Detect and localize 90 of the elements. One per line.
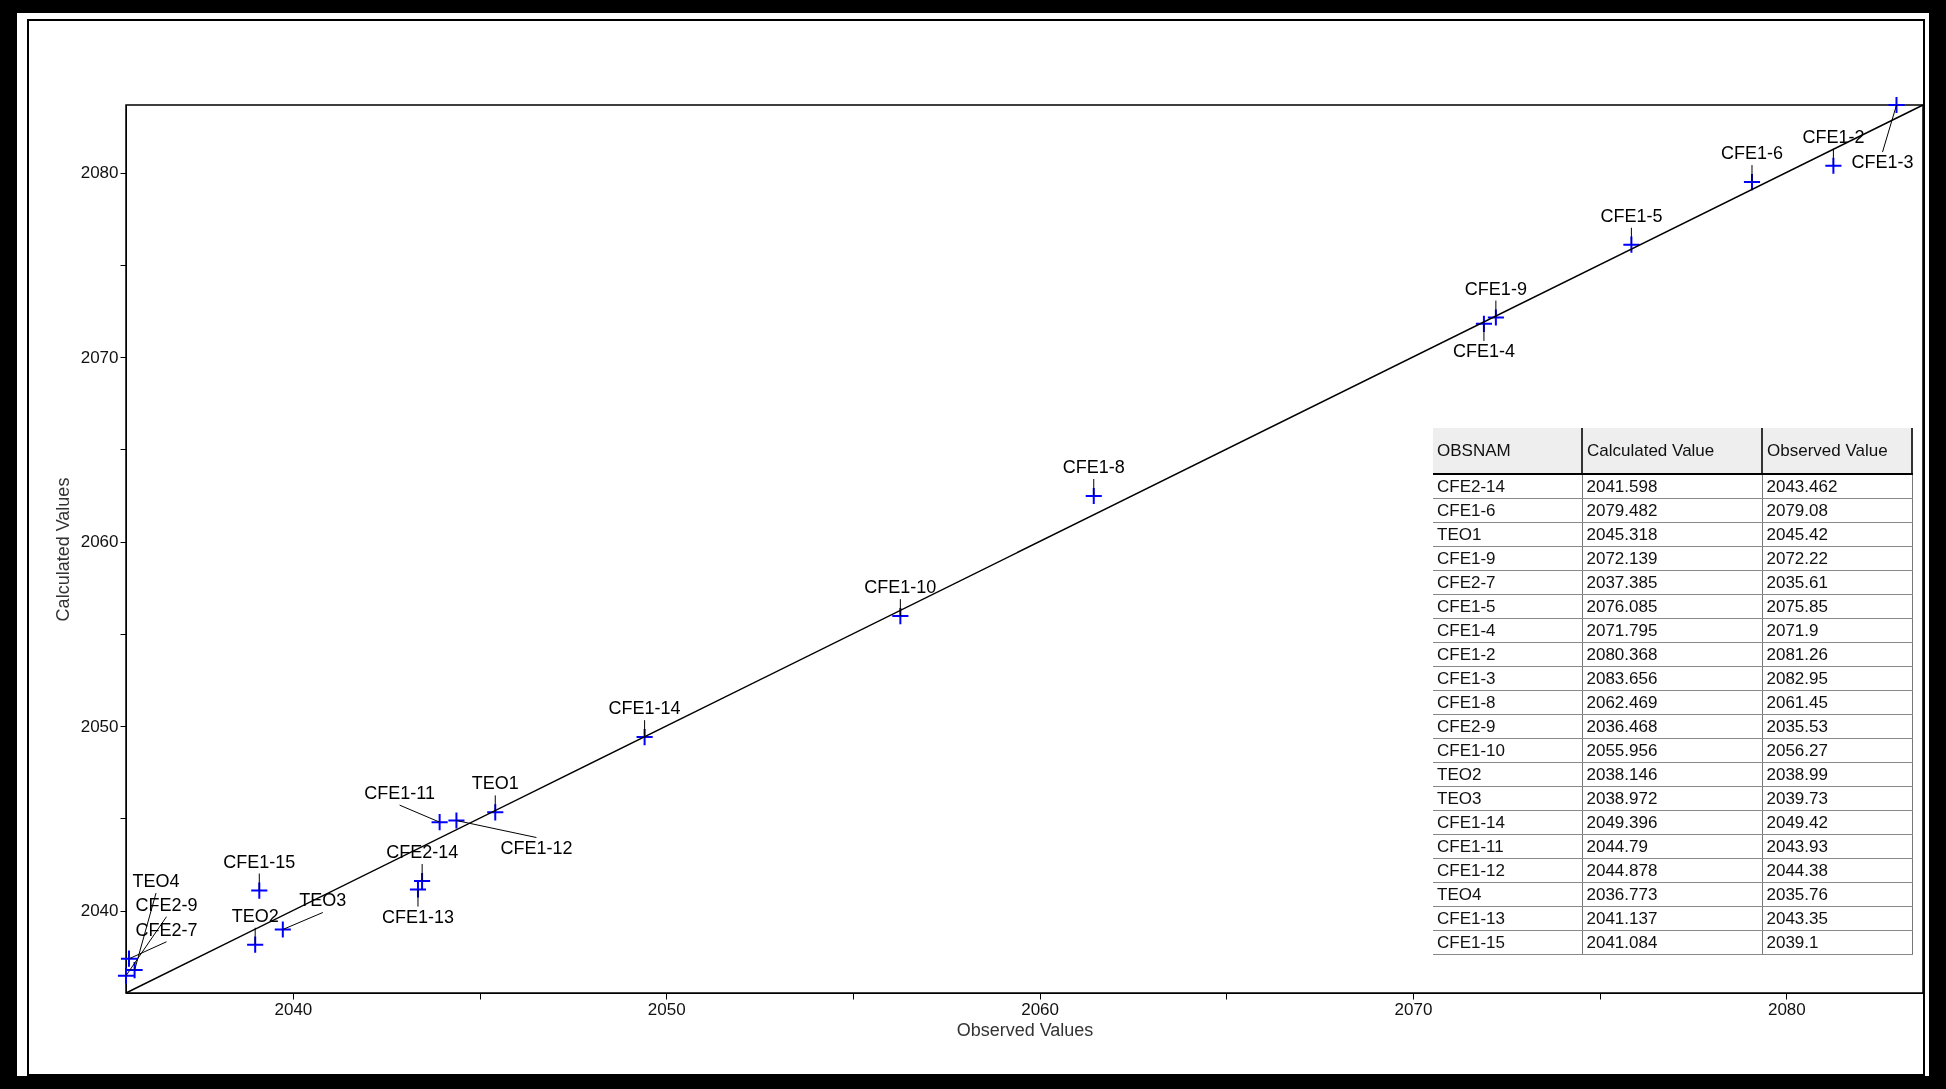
data-label: 2081.26 bbox=[1762, 642, 1912, 667]
category-label: CFE1-13 bbox=[1433, 906, 1582, 931]
annotation: CFE1-12 bbox=[500, 837, 573, 858]
series-label: Calculated Value bbox=[1582, 428, 1762, 474]
category-label: CFE1-9 bbox=[1433, 546, 1582, 571]
data-label: 2044.79 bbox=[1582, 834, 1762, 859]
data-label: 2049.42 bbox=[1762, 810, 1912, 835]
data-label: 2055.956 bbox=[1582, 738, 1762, 763]
data-label: 2083.656 bbox=[1582, 666, 1762, 691]
annotation: CFE1-8 bbox=[1062, 456, 1125, 477]
data-label: 2072.22 bbox=[1762, 546, 1912, 571]
category-label: TEO4 bbox=[1433, 882, 1582, 907]
data-label: 2061.45 bbox=[1762, 690, 1912, 715]
data-label: 2075.85 bbox=[1762, 594, 1912, 619]
data-label: 2043.93 bbox=[1762, 834, 1912, 859]
data-label: 2039.1 bbox=[1762, 930, 1912, 955]
data-label: 2038.972 bbox=[1582, 786, 1762, 811]
data-label: 2045.42 bbox=[1762, 522, 1912, 547]
y-tick-label: 2080 bbox=[80, 163, 119, 183]
annotation: TEO1 bbox=[471, 773, 519, 794]
data-label: 2079.482 bbox=[1582, 498, 1762, 523]
annotation: CFE1-6 bbox=[1720, 143, 1784, 164]
data-label: 2049.396 bbox=[1582, 810, 1762, 835]
data-label: 2041.598 bbox=[1582, 474, 1762, 499]
category-label: CFE2-7 bbox=[1433, 570, 1582, 595]
category-label: CFE1-2 bbox=[1433, 642, 1582, 667]
x-tick-label: 2070 bbox=[1394, 999, 1433, 1019]
annotation: CFE1-3 bbox=[1851, 152, 1914, 173]
data-label: 2071.9 bbox=[1762, 618, 1912, 643]
data-label: 2035.76 bbox=[1762, 882, 1912, 907]
category-label: TEO3 bbox=[1433, 786, 1582, 811]
annotation: TEO4 bbox=[132, 871, 180, 892]
annotation: CFE1-10 bbox=[864, 577, 937, 598]
y-tick-label: 2050 bbox=[80, 716, 119, 736]
annotation: TEO2 bbox=[231, 905, 279, 926]
data-label: 2035.53 bbox=[1762, 714, 1912, 739]
data-label: 2062.469 bbox=[1582, 690, 1762, 715]
data-label: 2043.35 bbox=[1762, 906, 1912, 931]
data-label: 2044.38 bbox=[1762, 858, 1912, 883]
data-label: 2037.385 bbox=[1582, 570, 1762, 595]
data-label: 2038.146 bbox=[1582, 762, 1762, 787]
data-label: 2036.468 bbox=[1582, 714, 1762, 739]
data-label: 2036.773 bbox=[1582, 882, 1762, 907]
annotation: CFE1-9 bbox=[1464, 278, 1527, 299]
annotation: CFE1-5 bbox=[1600, 205, 1663, 226]
annotation: CFE1-2 bbox=[1802, 126, 1865, 147]
annotation: CFE1-15 bbox=[223, 851, 296, 872]
annotation: CFE2-9 bbox=[135, 894, 198, 915]
data-label: 2079.08 bbox=[1762, 498, 1912, 523]
y-tick-label: 2070 bbox=[80, 347, 119, 367]
data-label: 2041.137 bbox=[1582, 906, 1762, 931]
category-label: CFE1-3 bbox=[1433, 666, 1582, 691]
annotation: CFE1-14 bbox=[608, 698, 681, 719]
data-label: 2072.139 bbox=[1582, 546, 1762, 571]
data-label: 2080.368 bbox=[1582, 642, 1762, 667]
category-label: CFE1-14 bbox=[1433, 810, 1582, 835]
category-label: CFE1-6 bbox=[1433, 498, 1582, 523]
annotation: CFE1-13 bbox=[381, 906, 454, 927]
x-tick-label: 2040 bbox=[274, 999, 313, 1019]
data-label: 2041.084 bbox=[1582, 930, 1762, 955]
category-label: CFE1-4 bbox=[1433, 618, 1582, 643]
y-tick-label: 2060 bbox=[80, 532, 119, 552]
annotation: CFE1-4 bbox=[1452, 340, 1515, 361]
category-label: CFE1-12 bbox=[1433, 858, 1582, 883]
category-label: CFE2-14 bbox=[1433, 474, 1582, 499]
annotation: CFE1-11 bbox=[364, 783, 435, 804]
x-tick-label: 2060 bbox=[1021, 999, 1060, 1019]
category-label: CFE1-15 bbox=[1433, 930, 1582, 955]
x-tick-label: 2080 bbox=[1767, 999, 1806, 1019]
data-label: 2044.878 bbox=[1582, 858, 1762, 883]
y-axis-title: Calculated Values bbox=[52, 477, 73, 622]
data-label: 2076.085 bbox=[1582, 594, 1762, 619]
category-label: TEO2 bbox=[1433, 762, 1582, 787]
data-label: 2035.61 bbox=[1762, 570, 1912, 595]
data-label: 2039.73 bbox=[1762, 786, 1912, 811]
category-label: CFE1-8 bbox=[1433, 690, 1582, 715]
data-label: 2045.318 bbox=[1582, 522, 1762, 547]
category-label: TEO1 bbox=[1433, 522, 1582, 547]
x-tick-label: 2050 bbox=[647, 999, 686, 1019]
data-label: 2071.795 bbox=[1582, 618, 1762, 643]
category-label: CFE1-10 bbox=[1433, 738, 1582, 763]
x-axis-title: Observed Values bbox=[956, 1019, 1094, 1040]
y-tick-label: 2040 bbox=[80, 901, 119, 921]
category-label: CFE1-11 bbox=[1433, 834, 1582, 859]
category-label: CFE2-9 bbox=[1433, 714, 1582, 739]
data-label: 2082.95 bbox=[1762, 666, 1912, 691]
data-label: 2038.99 bbox=[1762, 762, 1912, 787]
data-label: 2056.27 bbox=[1762, 738, 1912, 763]
data-label: 2043.462 bbox=[1762, 474, 1912, 499]
category-label: CFE1-5 bbox=[1433, 594, 1582, 619]
